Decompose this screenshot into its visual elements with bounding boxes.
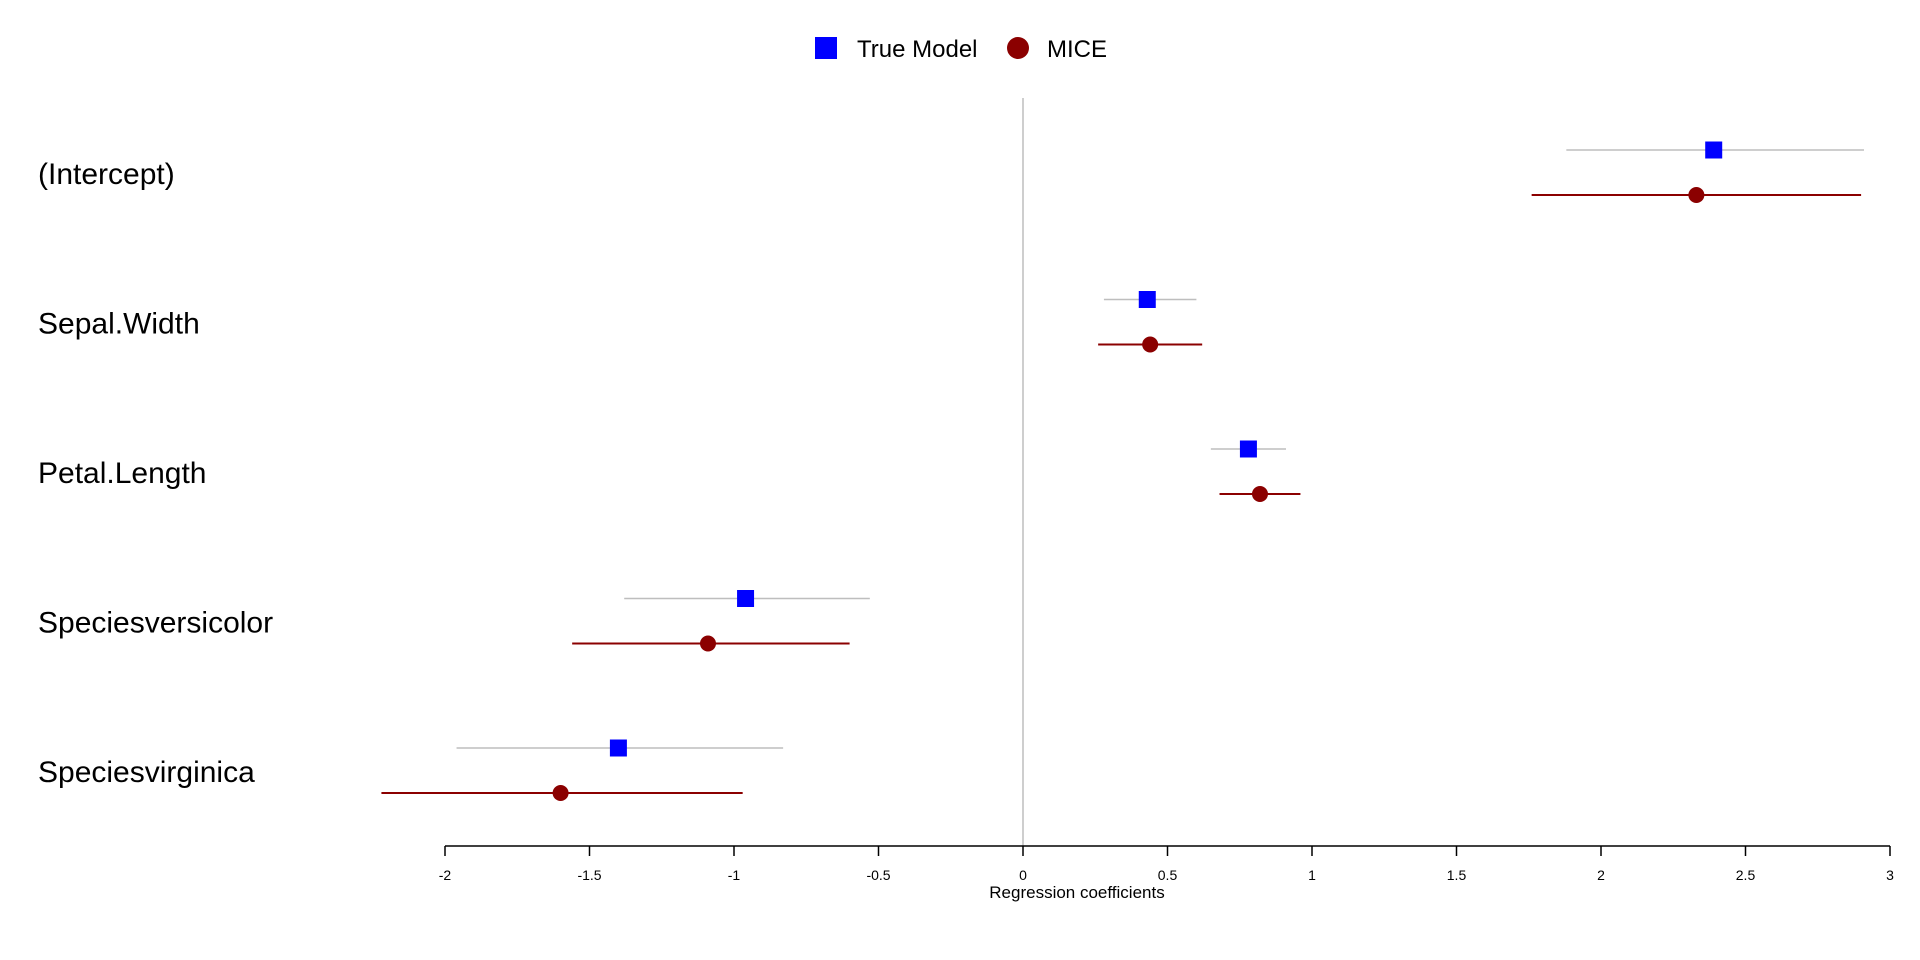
legend-label-1: True Model <box>857 36 978 63</box>
x-axis-title: Regression coefficients <box>989 883 1164 902</box>
term-label: (Intercept) <box>38 158 175 191</box>
x-tick-label: -1 <box>728 867 741 883</box>
x-tick-label: 3 <box>1886 867 1894 883</box>
point-true-model <box>1138 291 1156 308</box>
x-tick-label: -0.5 <box>866 867 890 883</box>
x-tick-label: 0.5 <box>1158 867 1178 883</box>
point-mice <box>699 635 716 652</box>
x-axis: -2 -1.5 -1 -0.5 0 0.5 1 1.5 2 2.5 3 Regression coef… <box>439 845 1894 902</box>
confidence-intervals <box>381 149 1864 794</box>
x-tick-label: 2 <box>1597 867 1605 883</box>
point-mice <box>1142 336 1159 353</box>
legend-label-2: MICE <box>1047 36 1107 63</box>
x-tick-label: 0 <box>1019 867 1027 883</box>
term-label: Speciesversicolor <box>38 607 273 640</box>
legend: True Model MICE <box>815 36 1107 63</box>
x-tick-label: -1.5 <box>577 867 601 883</box>
x-tick-label: 1.5 <box>1447 867 1467 883</box>
point-mice <box>1251 486 1268 502</box>
point-mice <box>1688 187 1705 203</box>
term-label: Speciesvirginica <box>38 756 255 789</box>
legend-marker-2 <box>1007 37 1029 59</box>
x-tick-label: -2 <box>439 867 452 883</box>
legend-marker-1 <box>815 37 837 59</box>
estimate-points <box>552 141 1723 801</box>
term-label: Sepal.Width <box>38 308 200 341</box>
point-true-model <box>609 739 627 757</box>
point-true-model <box>1705 141 1723 159</box>
term-label: Petal.Length <box>38 457 206 490</box>
point-true-model <box>737 590 755 607</box>
term-labels: (Intercept) Sepal.Width Petal.Length Specie… <box>38 158 273 789</box>
x-tick-label: 2.5 <box>1736 867 1756 883</box>
point-true-model <box>1239 440 1257 458</box>
point-mice <box>552 785 569 801</box>
x-tick-label: 1 <box>1308 867 1316 883</box>
